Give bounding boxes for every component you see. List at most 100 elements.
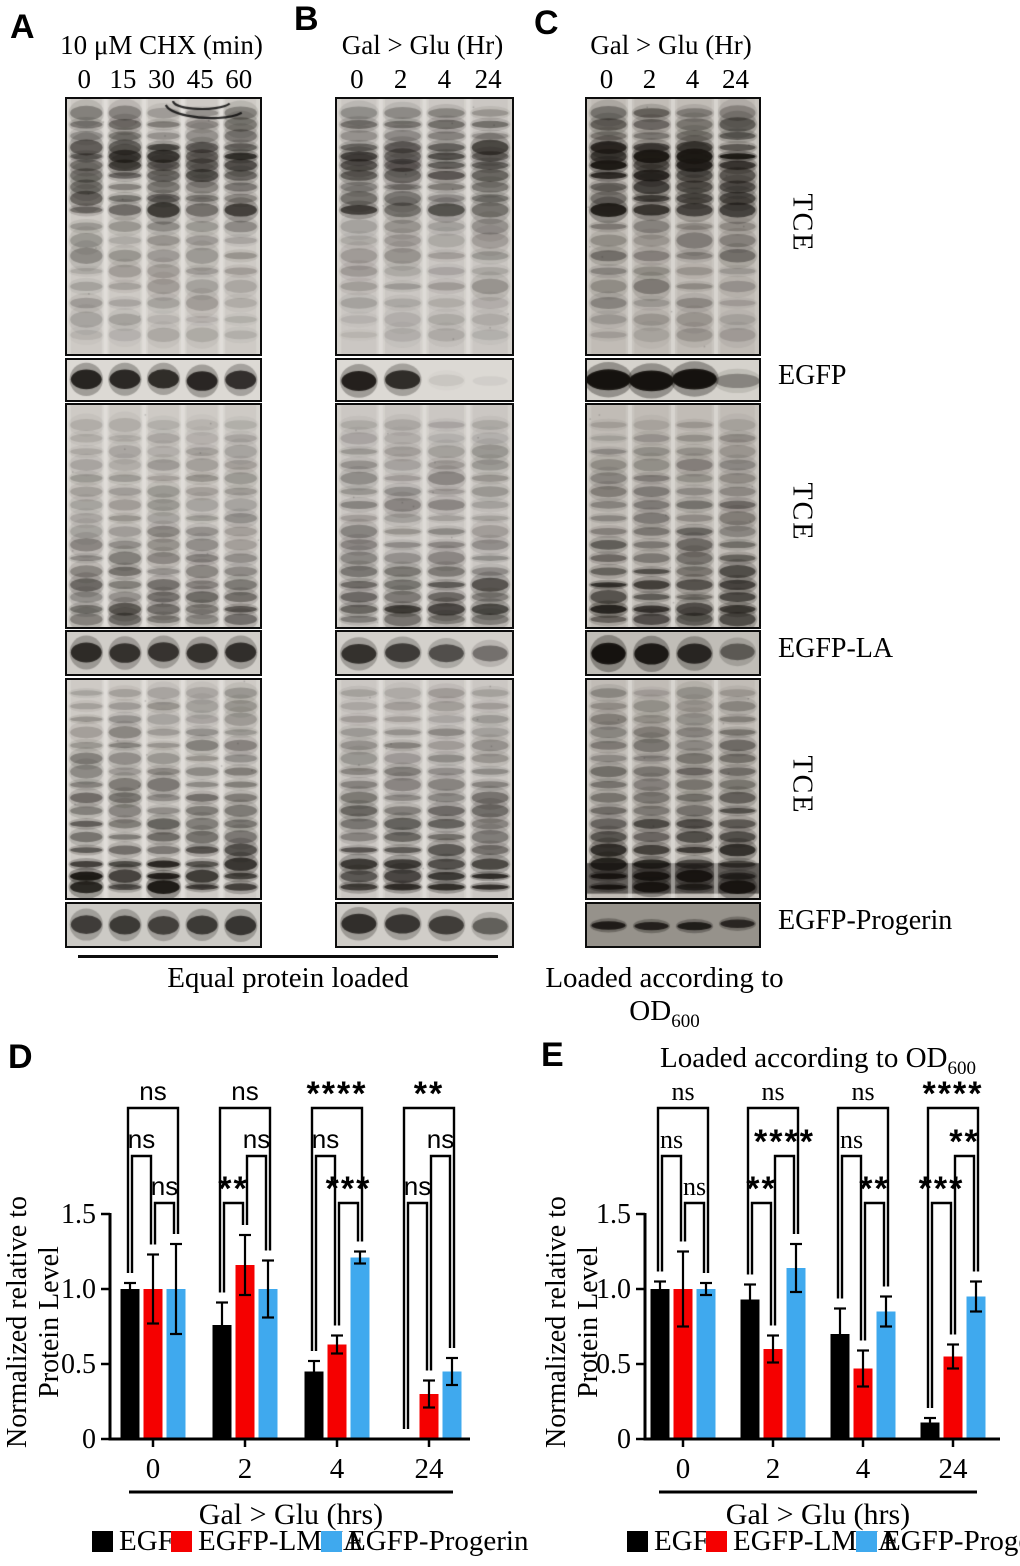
sig-bracket bbox=[836, 1106, 890, 1299]
y-tick-label: 1.5 bbox=[596, 1199, 631, 1230]
blot-title-a: 10 μM CHX (min) bbox=[60, 30, 263, 60]
blot-row-label-text: TCE bbox=[786, 193, 818, 252]
bar-D-EGFP-Progerin-0 bbox=[166, 1289, 186, 1439]
sig-bracket bbox=[130, 1154, 153, 1273]
lane-label: 4 bbox=[437, 64, 452, 94]
sig-bracket bbox=[930, 1201, 953, 1408]
blot-row-label-text: TCE bbox=[786, 755, 818, 815]
bar-D-EGFP-2 bbox=[212, 1325, 232, 1439]
bar-E-EGFP-LMNA-2 bbox=[763, 1349, 783, 1439]
blot-b-row3 bbox=[335, 403, 514, 629]
chart-e-title: Loaded according to OD600 bbox=[618, 1042, 1018, 1080]
bar-D-EGFP-Progerin-2 bbox=[258, 1289, 278, 1439]
blot-canvas bbox=[67, 99, 260, 354]
lane-label: 45 bbox=[186, 64, 214, 94]
y-tick-label: 0 bbox=[82, 1424, 96, 1455]
lane-label: 0 bbox=[350, 64, 364, 94]
sig-label-stars: ** bbox=[218, 1170, 248, 1208]
blot-row-label-text: TCE bbox=[786, 482, 818, 542]
sig-label: ns bbox=[128, 1124, 155, 1154]
legend-label: EGFP bbox=[654, 1525, 725, 1557]
sig-bracket bbox=[218, 1106, 272, 1293]
y-tick-label: 0.5 bbox=[61, 1349, 96, 1380]
sig-bracket bbox=[660, 1154, 683, 1272]
blot-a-row2 bbox=[65, 358, 262, 402]
x-tick-label: 0 bbox=[146, 1453, 161, 1485]
y-tick-label: 0 bbox=[617, 1424, 631, 1455]
sig-label: ns bbox=[761, 1077, 784, 1106]
legend-swatch-EGFP-LMNA bbox=[706, 1531, 727, 1552]
bar-D-EGFP-Progerin-24 bbox=[442, 1371, 462, 1439]
blot-canvas bbox=[67, 360, 260, 400]
sig-bracket bbox=[126, 1106, 180, 1273]
sig-label-stars: *** bbox=[326, 1170, 372, 1208]
sig-label-stars: ** bbox=[949, 1123, 979, 1161]
blot-title-b: Gal > Glu (Hr) bbox=[341, 30, 504, 60]
sig-label-stars: **** bbox=[754, 1123, 815, 1161]
bar-E-EGFP-LMNA-24 bbox=[943, 1356, 963, 1439]
sig-bracket bbox=[953, 1154, 976, 1335]
x-axis-title: Gal > Glu (hrs) bbox=[199, 1498, 383, 1531]
sig-bracket bbox=[429, 1154, 452, 1371]
lane-label: 60 bbox=[225, 64, 253, 94]
equal-protein-underline bbox=[78, 955, 498, 958]
caption-equal-protein: Equal protein loaded bbox=[78, 962, 498, 995]
legend-label: EGFP-Progerin bbox=[883, 1525, 1020, 1557]
caption-od600-sub: 600 bbox=[671, 1010, 700, 1032]
bar-E-EGFP-LMNA-0 bbox=[673, 1289, 693, 1439]
blot-c-row4 bbox=[585, 630, 761, 676]
sig-bracket bbox=[406, 1201, 429, 1429]
sig-bracket bbox=[153, 1201, 176, 1245]
bar-E-EGFP-Progerin-0 bbox=[696, 1289, 716, 1439]
legend-label: EGFP-Progerin bbox=[348, 1525, 529, 1557]
blot-a-row6 bbox=[65, 902, 262, 948]
blot-a-row3 bbox=[65, 403, 262, 629]
chart-e-title-sub: 600 bbox=[947, 1057, 976, 1079]
y-tick-label: 0.5 bbox=[596, 1349, 631, 1380]
bar-E-EGFP-Progerin-24 bbox=[966, 1296, 986, 1439]
bar-D-EGFP-LMNA-4 bbox=[327, 1344, 347, 1439]
blot-b-row4 bbox=[335, 630, 514, 676]
panel-letter-d: D bbox=[8, 1038, 33, 1076]
sig-label: ns bbox=[231, 1076, 258, 1106]
sig-bracket bbox=[840, 1154, 863, 1341]
x-tick-label: 4 bbox=[856, 1453, 871, 1485]
blot-a-row1 bbox=[65, 97, 262, 356]
panel-letter-e: E bbox=[541, 1036, 564, 1074]
lane-label: 15 bbox=[109, 64, 137, 94]
sig-label: ns bbox=[312, 1124, 339, 1154]
lane-label: 0 bbox=[77, 64, 92, 94]
lane-label: 2 bbox=[393, 64, 408, 94]
caption-equal-protein-text: Equal protein loaded bbox=[167, 962, 409, 994]
sig-bracket bbox=[656, 1106, 710, 1273]
blot-canvas bbox=[587, 904, 759, 946]
blot-b-row6 bbox=[335, 902, 514, 948]
blot-canvas bbox=[337, 99, 512, 354]
x-tick-label: 0 bbox=[676, 1453, 691, 1485]
sig-label: ns bbox=[151, 1171, 178, 1201]
sig-label-stars: **** bbox=[307, 1075, 368, 1113]
y-axis-title: Protein Level bbox=[573, 1246, 604, 1398]
y-axis-title: Normalized relative to bbox=[541, 1196, 572, 1448]
bar-D-EGFP-0 bbox=[120, 1289, 140, 1439]
legend-swatch-EGFP bbox=[627, 1531, 648, 1552]
sig-bracket bbox=[337, 1201, 360, 1326]
lane-label: 2 bbox=[642, 64, 657, 94]
blot-c-row2 bbox=[585, 358, 761, 402]
y-tick-label: 1.0 bbox=[596, 1274, 631, 1305]
blot-row-label-tce: TCE bbox=[772, 483, 817, 542]
blot-canvas bbox=[587, 632, 759, 674]
bar-D-EGFP-Progerin-4 bbox=[350, 1257, 370, 1439]
lane-label: 0 bbox=[599, 64, 614, 94]
blot-row-label-egfp: EGFP bbox=[778, 360, 847, 391]
blot-canvas bbox=[337, 632, 512, 674]
sig-bracket bbox=[245, 1154, 268, 1251]
blot-canvas bbox=[587, 680, 759, 898]
bar-E-EGFP-Progerin-2 bbox=[786, 1268, 806, 1439]
chart-e-title-text: Loaded according to OD bbox=[660, 1042, 948, 1074]
lane-label: 24 bbox=[474, 64, 502, 94]
sig-label: ns bbox=[427, 1124, 454, 1154]
sig-label-stars: ** bbox=[859, 1170, 889, 1208]
blot-canvas bbox=[587, 360, 759, 400]
